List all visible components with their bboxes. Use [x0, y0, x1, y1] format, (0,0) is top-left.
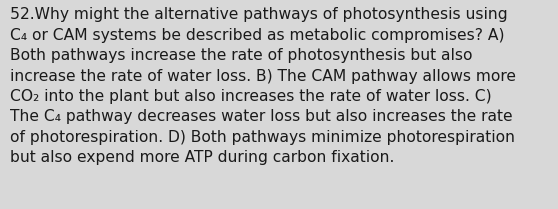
Text: 52.Why might the alternative pathways of photosynthesis using
C₄ or CAM systems : 52.Why might the alternative pathways of… — [10, 7, 516, 165]
